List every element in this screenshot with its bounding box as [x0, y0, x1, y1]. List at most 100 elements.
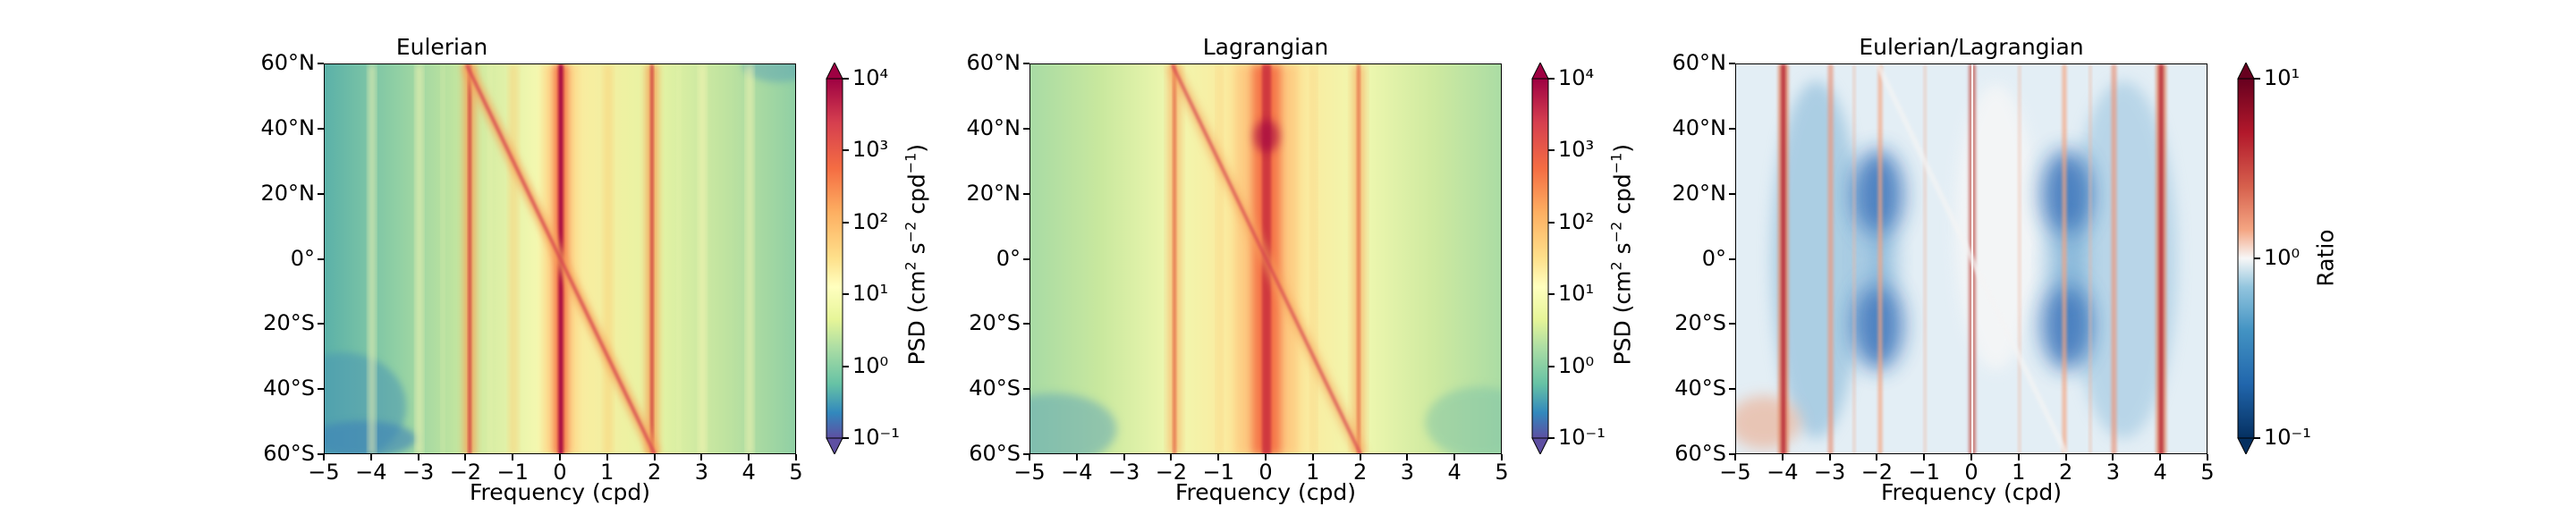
colorbar-tick-mark: [843, 293, 849, 296]
y-tick-mark: [1023, 258, 1030, 260]
chart-title: Lagrangian: [1202, 34, 1329, 60]
y-tick-mark: [1729, 63, 1735, 64]
colorbar-tick-label: 10²: [1558, 208, 1595, 234]
colorbar-extend-min: [1531, 437, 1549, 456]
x-tick-label: −1: [496, 460, 529, 485]
colorbar-label: PSD (cm2 s−2 cpd−1): [1607, 143, 1636, 366]
x-tick-label: 1: [600, 460, 614, 485]
x-tick-mark: [464, 454, 467, 460]
colorbar-tick-mark: [843, 78, 849, 80]
colorbar-tick-mark: [2254, 258, 2260, 259]
x-tick-label: −1: [1908, 460, 1940, 485]
y-tick-mark: [1729, 258, 1735, 260]
low-psd-region: [1425, 386, 1501, 453]
x-tick-mark: [1217, 454, 1220, 460]
semidiurnal-line: [650, 64, 654, 453]
y-tick-mark: [318, 323, 324, 325]
x-tick-label: −2: [449, 460, 482, 485]
x-tick-label: 0: [553, 460, 567, 485]
x-tick-mark: [2064, 454, 2067, 460]
x-tick-mark: [653, 454, 656, 460]
colorbar-tick-label: 10⁰: [852, 352, 889, 378]
y-tick-mark: [318, 453, 324, 455]
colorbar: [825, 61, 844, 456]
y-tick-mark: [1023, 388, 1030, 391]
y-tick-mark: [318, 63, 324, 64]
high-ratio-band: [1827, 64, 1834, 453]
x-tick-label: 4: [2153, 460, 2167, 485]
colorbar-tick-mark: [843, 365, 849, 367]
colorbar-tick-mark: [1548, 149, 1555, 152]
y-tick-label: 60°S: [969, 441, 1021, 466]
y-tick-mark: [1023, 63, 1030, 64]
high-ratio-band: [2018, 64, 2021, 453]
colorbar-tick-label: 10¹: [852, 281, 889, 307]
y-tick-label: 60°S: [1674, 441, 1726, 466]
tidal-band: [441, 64, 445, 453]
x-tick-mark: [795, 454, 797, 460]
x-tick-label: 2: [2058, 460, 2073, 485]
x-tick-label: −5: [1013, 460, 1046, 485]
chart-title: Eulerian/Lagrangian: [1859, 34, 2084, 60]
x-axis-label: Frequency (cpd): [469, 479, 651, 505]
x-tick-mark: [700, 454, 703, 460]
colorbar-tick-mark: [843, 149, 849, 152]
colorbar-gradient: [1531, 61, 1549, 456]
colorbar-tick-label: 10⁻¹: [1558, 425, 1606, 450]
x-tick-label: 2: [1352, 460, 1368, 485]
colorbar-tick-label: 10¹: [1558, 281, 1595, 307]
y-tick-mark: [1729, 323, 1735, 325]
x-tick-label: −3: [1813, 460, 1846, 485]
colorbar-extend-min: [826, 437, 843, 456]
colorbar-tick-label: 10⁻¹: [852, 425, 900, 450]
colorbar-gradient: [826, 61, 843, 456]
y-tick-label: 40°N: [966, 114, 1021, 140]
x-tick-mark: [2017, 454, 2020, 460]
x-tick-label: 5: [2200, 460, 2215, 485]
x-tick-label: 1: [2012, 460, 2026, 485]
x-tick-label: 4: [1447, 460, 1462, 485]
colorbar-tick-mark: [1548, 221, 1555, 224]
low-ratio-lobe: [1860, 224, 1896, 296]
x-tick-mark: [1781, 454, 1784, 460]
x-tick-mark: [1265, 454, 1267, 460]
y-tick-label: 40°S: [969, 376, 1021, 401]
lagrangian-heatmap: [1030, 64, 1501, 453]
tidal-band: [488, 64, 492, 453]
low-ratio-lobe: [2041, 149, 2092, 240]
colorbar-label: Ratio: [2312, 229, 2339, 287]
colorbar-tick-label: 10³: [1558, 137, 1595, 163]
x-tick-mark: [369, 454, 372, 460]
y-tick-mark: [1729, 127, 1735, 130]
y-tick-label: 60°S: [263, 441, 315, 466]
x-tick-mark: [2207, 454, 2208, 460]
x-tick-label: −5: [308, 460, 340, 485]
x-tick-mark: [1123, 454, 1125, 460]
y-tick-label: 0°: [290, 245, 315, 271]
colorbar-tick-label: 10⁰: [1558, 352, 1595, 378]
colorbar-tick-mark: [1548, 78, 1555, 80]
colorbar-tick-mark: [1548, 293, 1555, 296]
ratio-region: [2069, 80, 2177, 439]
colorbar-tick-label: 10⁻¹: [2264, 425, 2311, 450]
x-tick-label: −3: [402, 460, 435, 485]
y-tick-label: 20°S: [1674, 310, 1726, 336]
inertial-line: [1875, 64, 2069, 453]
x-tick-mark: [748, 454, 750, 460]
y-tick-label: 60°N: [260, 50, 316, 75]
x-tick-label: 1: [1306, 460, 1320, 485]
x-tick-mark: [1029, 454, 1030, 460]
x-axis-label: Frequency (cpd): [1880, 479, 2063, 505]
ratio-heatmap: [1736, 64, 2207, 453]
y-tick-mark: [1729, 453, 1735, 455]
high-ratio-band: [1877, 64, 1883, 453]
tidal-band: [747, 64, 753, 453]
y-tick-label: 0°: [1701, 245, 1726, 271]
y-tick-mark: [1729, 192, 1735, 195]
y-tick-label: 20°S: [263, 310, 315, 336]
high-ratio-band: [2089, 64, 2092, 453]
x-tick-label: 3: [694, 460, 709, 485]
ratio-region: [1955, 84, 2037, 371]
high-ratio-band: [1852, 64, 1856, 453]
x-tick-label: −3: [1107, 460, 1140, 485]
